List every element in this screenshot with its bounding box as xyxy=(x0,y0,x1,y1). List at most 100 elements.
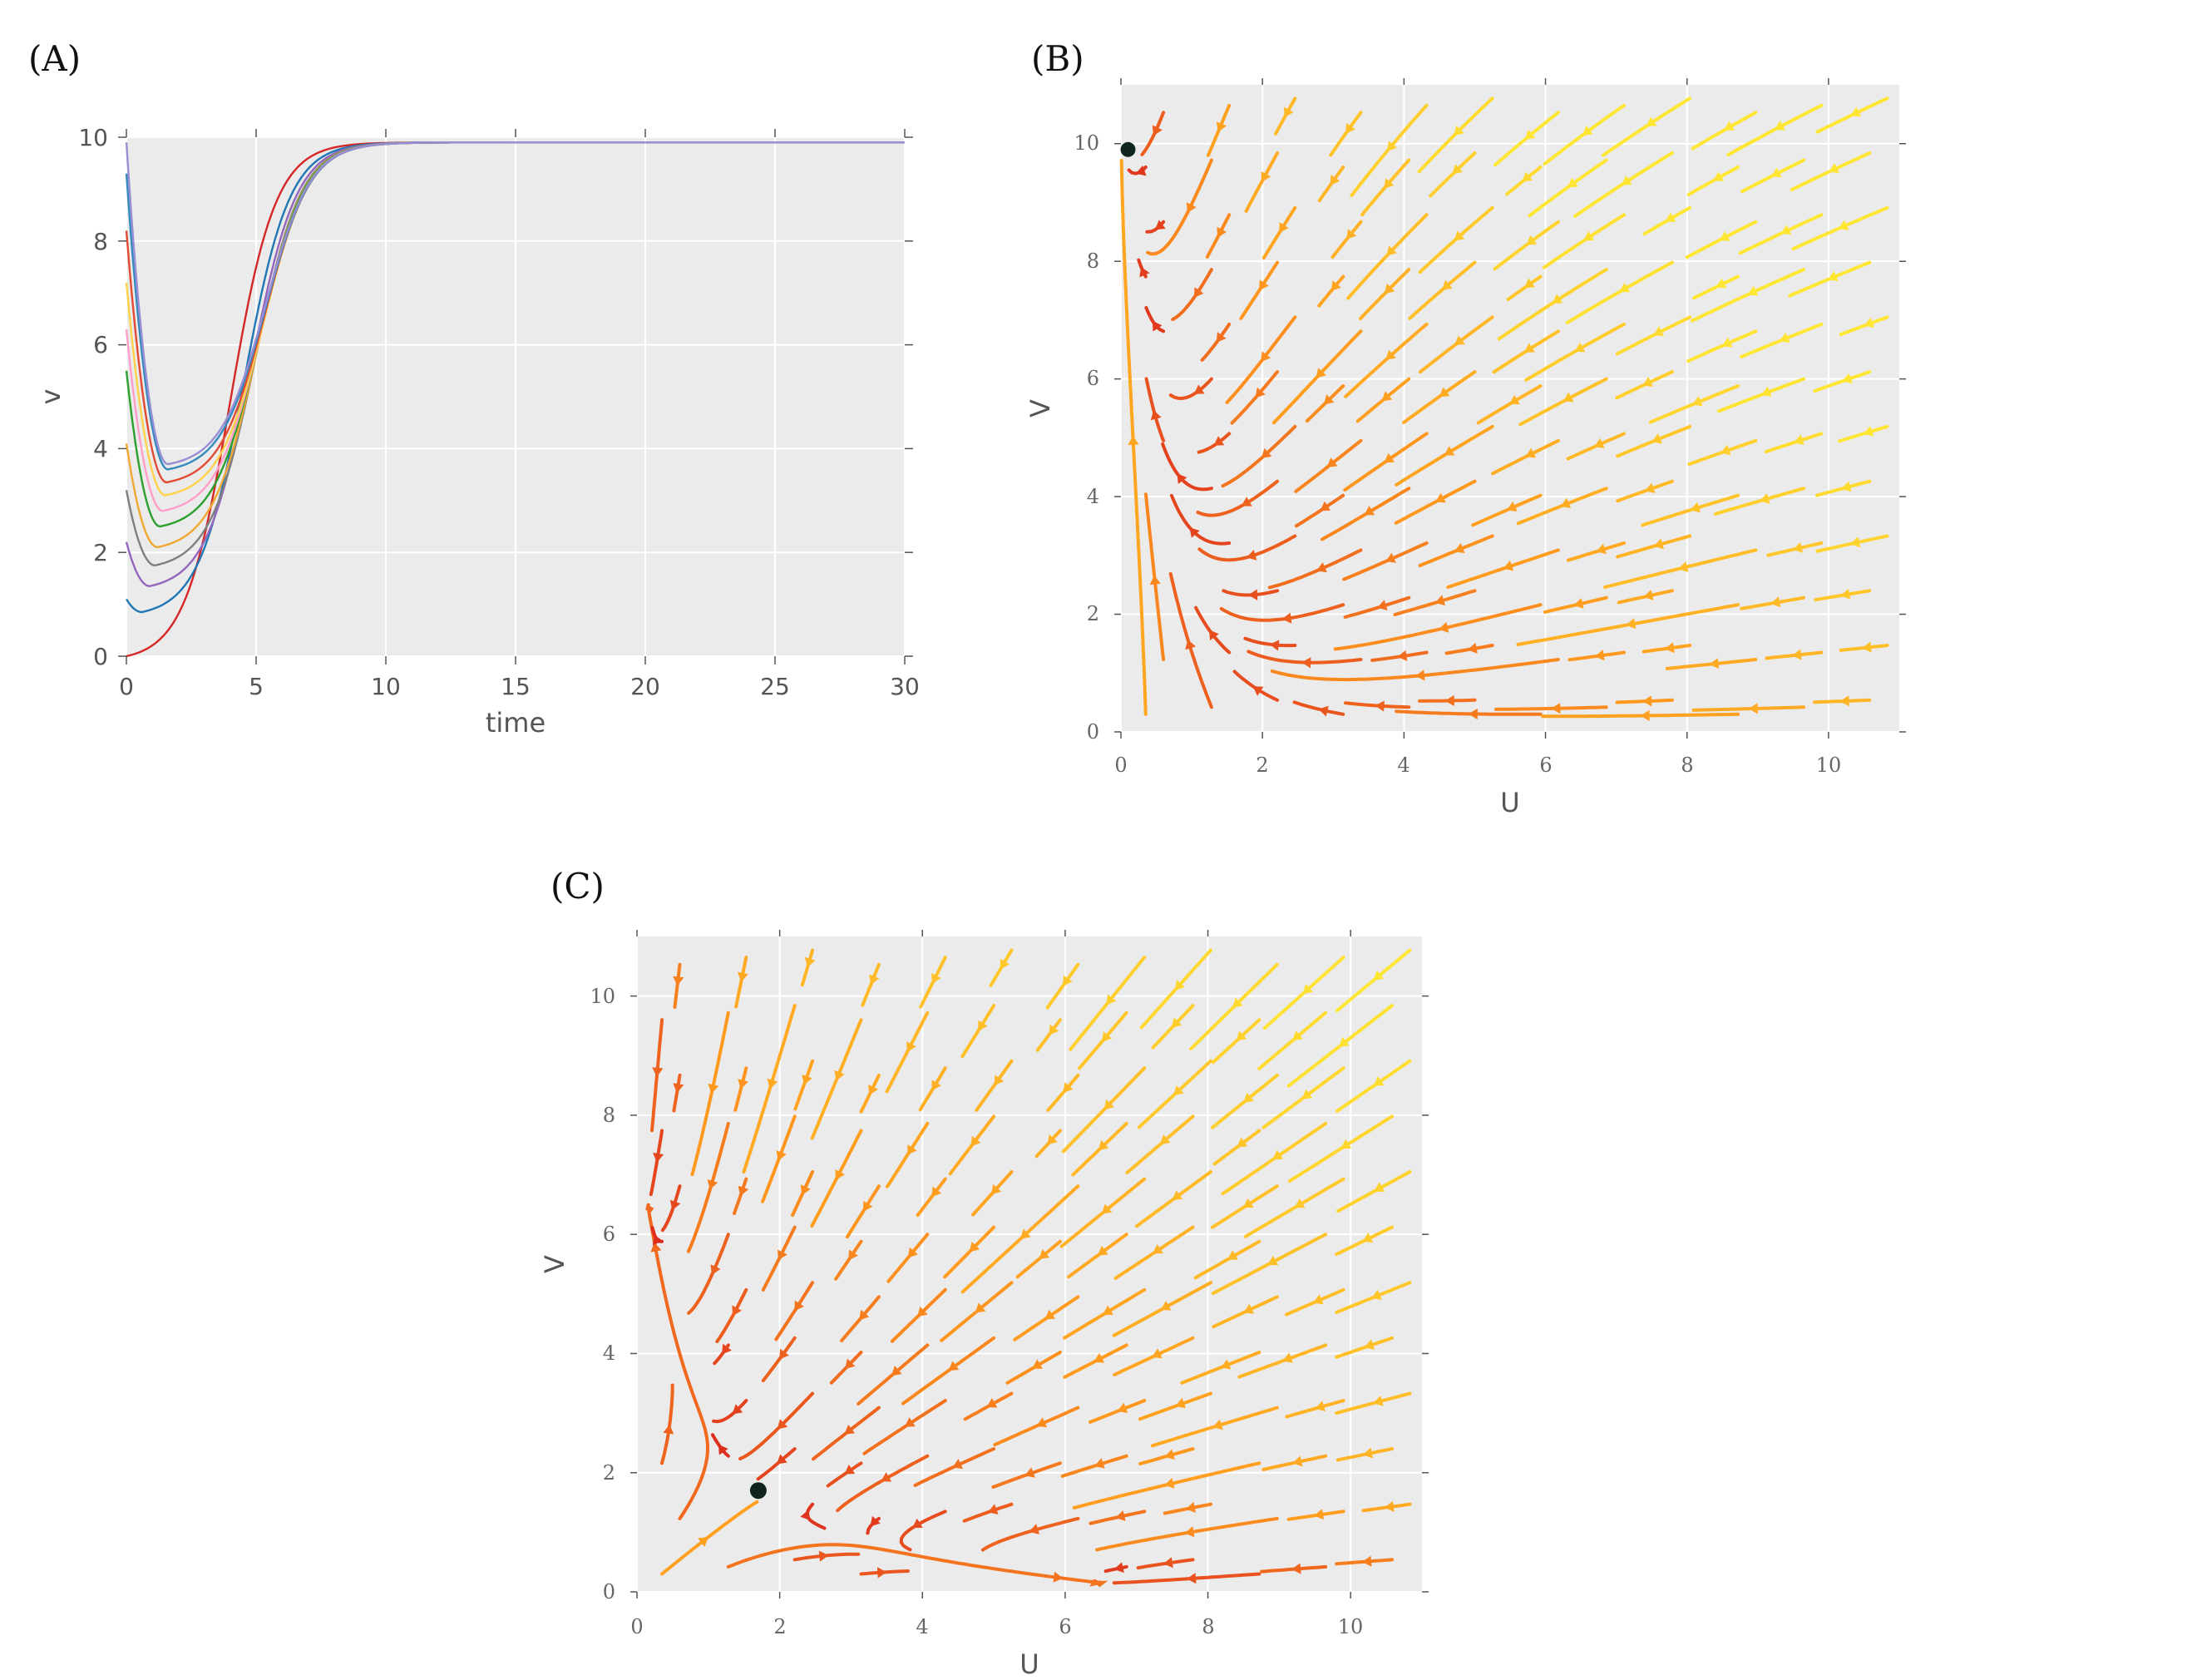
streamline-arrow xyxy=(1139,266,1150,278)
streamline-arrow xyxy=(1385,349,1396,360)
streamline-arrow xyxy=(1791,649,1802,660)
streamline-arrow xyxy=(1719,230,1730,241)
streamline-arrow xyxy=(1454,230,1465,241)
streamline-arrow xyxy=(1164,1449,1175,1460)
panel-b-x-tick: 0 xyxy=(1114,754,1127,777)
streamline-arrow xyxy=(1227,1250,1238,1260)
streamline-arrow xyxy=(970,1135,981,1147)
streamline-arrow xyxy=(738,1185,749,1197)
streamline-arrow xyxy=(732,1305,742,1317)
streamline-arrow xyxy=(1155,220,1166,230)
panel-c-x-tick: 4 xyxy=(916,1615,928,1638)
streamline-arrow xyxy=(1526,235,1538,245)
streamline-arrow xyxy=(1467,642,1478,654)
streamline-arrow xyxy=(1246,550,1257,561)
streamline-arrow xyxy=(1653,326,1665,336)
streamline-arrow xyxy=(1316,368,1326,378)
streamline-arrow xyxy=(1174,980,1185,991)
streamline-arrow xyxy=(1255,387,1266,398)
streamline-arrow xyxy=(1779,332,1790,343)
streamline-arrow xyxy=(1748,703,1758,714)
streamline-arrow xyxy=(1160,1134,1171,1145)
streamline-arrow xyxy=(1838,220,1849,230)
panel-a-x-axis-label: time xyxy=(486,707,546,739)
streamline-arrow xyxy=(1760,493,1770,504)
streamline-arrow xyxy=(870,1515,881,1527)
streamline-arrow xyxy=(1243,1303,1255,1314)
streamline-arrow xyxy=(1840,588,1851,600)
streamline-arrow xyxy=(1236,1030,1247,1041)
streamline-arrow xyxy=(1678,561,1689,572)
panel-a: (A) 0 5 10 15 20 25 30 0 2 4 6 8 10 time… xyxy=(28,38,920,739)
streamline-arrow xyxy=(1338,1036,1350,1047)
streamline-arrow xyxy=(1435,492,1446,503)
streamline-arrow xyxy=(1216,121,1227,132)
streamline-arrow xyxy=(1047,1134,1058,1145)
panel-b-y-tick: 8 xyxy=(1087,250,1099,273)
streamline-arrow xyxy=(1097,1245,1108,1256)
streamline-arrow xyxy=(1594,650,1605,661)
streamline-arrow xyxy=(1373,1396,1384,1406)
streamline-arrow xyxy=(652,1067,664,1077)
panel-c-x-tick-labels: 0 2 4 6 8 10 xyxy=(630,1615,1363,1638)
streamline-arrow xyxy=(1261,447,1272,459)
streamline-arrow xyxy=(722,1343,732,1355)
streamline-arrow xyxy=(1567,177,1578,188)
streamline-arrow xyxy=(1330,175,1340,185)
streamline-arrow xyxy=(1439,387,1450,398)
streamline-arrow xyxy=(1269,640,1280,651)
streamline-arrow xyxy=(1094,1352,1105,1363)
streamline-arrow xyxy=(1582,125,1593,136)
streamline-arrow xyxy=(1152,125,1163,136)
streamline-arrow xyxy=(1063,1082,1074,1093)
streamline-arrow xyxy=(1626,618,1637,630)
streamline-arrow xyxy=(1103,1099,1114,1110)
streamline-arrow xyxy=(1261,351,1271,363)
streamline-arrow xyxy=(1315,1401,1326,1411)
panel-c-grid xyxy=(636,936,1422,1593)
streamline-arrow xyxy=(1373,1076,1385,1086)
streamline-arrow xyxy=(1024,1467,1035,1478)
streamline-arrow xyxy=(1386,141,1398,151)
streamline-arrow xyxy=(1279,222,1289,233)
streamline-arrow xyxy=(931,1186,942,1198)
streamline-arrow xyxy=(863,1200,873,1212)
streamline-arrow xyxy=(1506,501,1518,511)
streamline-arrow xyxy=(835,1169,845,1180)
streamline-arrow xyxy=(1177,473,1187,484)
streamline-arrow xyxy=(1468,708,1478,720)
streamline-arrow xyxy=(975,1302,986,1313)
streamline-arrow xyxy=(1103,1305,1113,1315)
panel-b-streamlines xyxy=(1119,96,1889,721)
streamline-arrow xyxy=(978,1020,988,1031)
streamline-arrow xyxy=(1524,278,1535,289)
streamline-arrow xyxy=(1434,595,1445,605)
streamline-arrow xyxy=(1248,589,1258,600)
streamline-arrow xyxy=(1331,280,1341,291)
streamline-arrow xyxy=(906,1041,916,1053)
streamline-arrow xyxy=(1135,165,1147,176)
streamline-arrow xyxy=(1220,1359,1232,1370)
streamline-arrow xyxy=(912,1518,923,1529)
streamline-arrow xyxy=(904,1417,916,1427)
panel-b-y-tick: 6 xyxy=(1087,367,1099,390)
streamline-arrow xyxy=(1839,695,1849,707)
streamline-arrow xyxy=(1302,983,1314,995)
streamline-arrow xyxy=(777,1419,788,1430)
streamline-arrow xyxy=(1340,1139,1352,1149)
streamline-arrow xyxy=(777,1454,787,1465)
panel-a-x-tick: 25 xyxy=(760,673,790,700)
panel-a-label: (A) xyxy=(28,38,81,79)
streamline-arrow xyxy=(1036,1417,1047,1428)
streamline-arrow xyxy=(1172,1190,1183,1200)
streamline-arrow xyxy=(948,1361,960,1371)
panel-c-y-tick: 0 xyxy=(603,1580,615,1603)
streamline-arrow xyxy=(1213,436,1225,446)
streamline-arrow xyxy=(1364,1339,1375,1350)
streamline-arrow xyxy=(1563,392,1574,403)
streamline-arrow xyxy=(1164,1477,1175,1489)
streamline-arrow xyxy=(1397,650,1408,661)
panel-b-y-tick: 10 xyxy=(1074,131,1099,155)
streamline-arrow xyxy=(1241,497,1252,506)
